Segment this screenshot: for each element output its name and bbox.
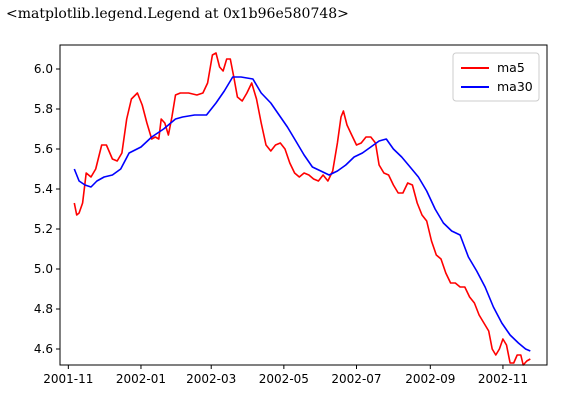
y-tick-label: 5.0 (34, 262, 53, 276)
plot-frame (59, 44, 548, 366)
y-tick-label: 5.6 (34, 142, 53, 156)
series-line-ma5 (73, 52, 531, 366)
series-line-ma30 (73, 76, 531, 352)
output-repr-text: <matplotlib.legend.Legend at 0x1b96e5807… (6, 6, 349, 22)
y-tick-label: 5.8 (34, 102, 53, 116)
x-tick-label: 2002-03 (186, 372, 236, 386)
x-tick-label: 2002-07 (331, 372, 381, 386)
y-tick-label: 6.0 (34, 62, 53, 76)
x-tick-label: 2002-05 (259, 372, 309, 386)
x-tick-label: 2002-11 (478, 372, 528, 386)
x-axis: 2001-11 2002-01 2002-03 2002-05 2002-07 2002-… (43, 365, 528, 386)
legend-label-ma30: ma30 (497, 79, 533, 94)
y-tick-label: 4.8 (34, 302, 53, 316)
y-tick-label: 4.6 (34, 342, 53, 356)
x-tick-label: 2001-11 (43, 372, 93, 386)
legend-label-ma5: ma5 (497, 60, 525, 75)
series-layer (73, 52, 531, 366)
x-tick-label: 2002-01 (116, 372, 166, 386)
y-tick-label: 5.2 (34, 222, 53, 236)
y-axis: 4.6 4.8 5.0 5.2 5.4 5.6 5.8 6.0 (34, 62, 60, 356)
legend: ma5 ma30 (452, 52, 540, 102)
x-tick-label: 2002-09 (405, 372, 455, 386)
legend-box (452, 52, 540, 102)
y-tick-label: 5.4 (34, 182, 53, 196)
